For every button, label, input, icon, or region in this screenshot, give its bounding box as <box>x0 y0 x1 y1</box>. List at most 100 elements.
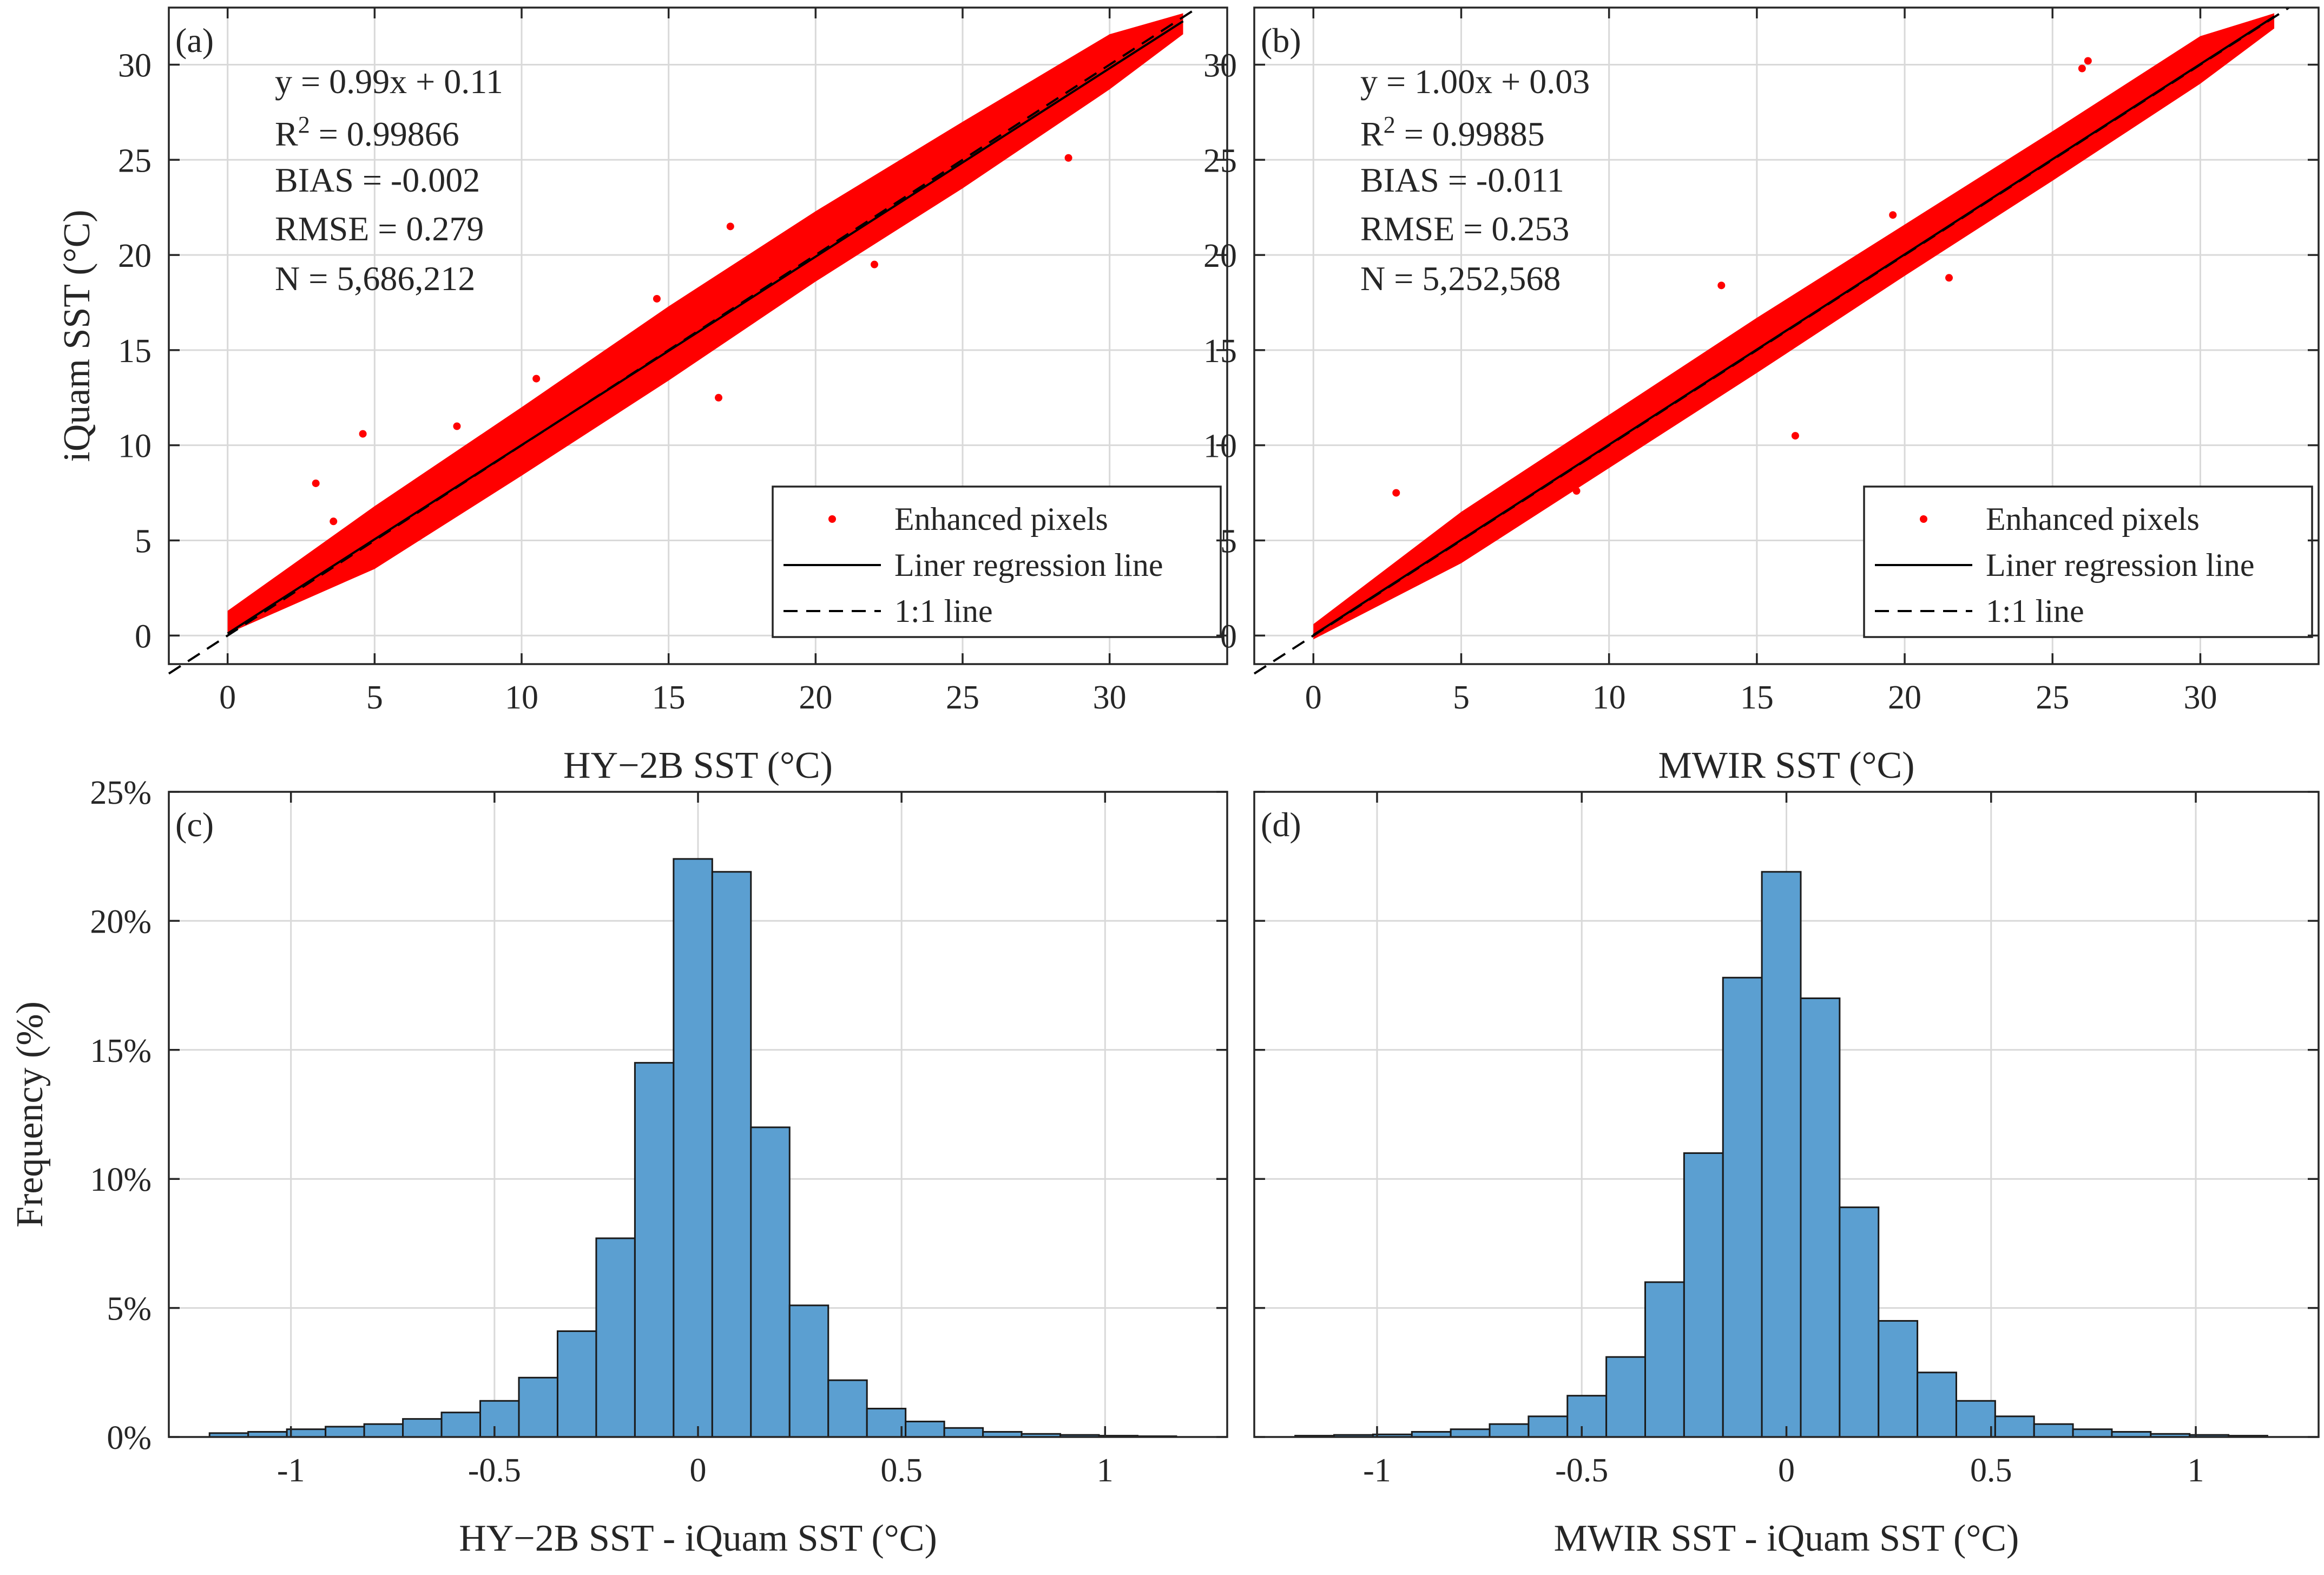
scatter-point <box>1945 274 1953 282</box>
histogram-bar <box>440 1412 482 1438</box>
stat-line: RMSE = 0.279 <box>275 209 484 248</box>
x-axis-title: HY−2B SST (°C) <box>563 745 833 786</box>
y-tick-label: 10 <box>118 428 152 465</box>
y-tick-label: 15 <box>1203 333 1237 370</box>
legend-marker-points <box>1920 515 1927 523</box>
y-tick-label: 0 <box>1220 618 1237 655</box>
legend: Enhanced pixels Liner regression line 1:1 … <box>772 485 1222 638</box>
x-tick-label: 10 <box>505 679 538 716</box>
x-tick-label: 0 <box>1305 679 1322 716</box>
y-tick-label: 0% <box>107 1420 152 1456</box>
stat-r-squared: R2 = 0.99885 <box>1360 111 1545 153</box>
histogram-bar <box>1994 1415 2035 1438</box>
x-axis-title: MWIR SST - iQuam SST (°C) <box>1554 1518 2019 1559</box>
scatter-point <box>2078 64 2086 73</box>
histogram-bar <box>866 1408 907 1438</box>
histogram-bar <box>1839 1206 1880 1438</box>
x-axis-title: HY−2B SST - iQuam SST (°C) <box>459 1518 937 1559</box>
x-tick-label: 0 <box>1778 1452 1795 1489</box>
histogram-bar <box>1566 1395 1608 1438</box>
histogram-bar <box>402 1418 443 1438</box>
x-tick-label: 1 <box>1097 1452 1114 1489</box>
histogram-bar <box>363 1423 404 1438</box>
histogram-bar <box>788 1304 829 1438</box>
x-tick-label: 25 <box>946 679 979 716</box>
stat-line: BIAS = -0.011 <box>1360 161 1564 199</box>
panel-label: (c) <box>175 805 214 844</box>
stat-line: RMSE = 0.253 <box>1360 209 1569 248</box>
scatter-point <box>726 222 734 231</box>
scatter-point <box>653 294 661 303</box>
x-tick-label: 5 <box>366 679 383 716</box>
stat-line: N = 5,252,568 <box>1360 259 1561 298</box>
regression-line <box>227 20 1184 635</box>
y-tick-label: 20 <box>1203 238 1237 274</box>
histogram-bar <box>1800 997 1841 1438</box>
scatter-point <box>532 375 541 383</box>
legend-entry: Liner regression line <box>894 547 1163 583</box>
panel-1: y = 0.99x + 0.11 R2 = 0.99866 BIAS = -0.00… <box>56 6 1228 786</box>
axes-frame <box>168 6 1228 665</box>
y-tick-label: 30 <box>1203 47 1237 84</box>
histogram-bar <box>556 1330 597 1438</box>
histogram-bar <box>2072 1428 2113 1438</box>
regression-line <box>1313 15 2275 636</box>
histogram-bar <box>595 1237 636 1438</box>
scatter-point <box>453 422 461 430</box>
histogram-bar <box>325 1426 365 1438</box>
panel-4: -1 -0.5 0 0.5 1 (d) MWIR SST - iQuam SST (°C) <box>1253 791 2320 1559</box>
x-tick-label: 30 <box>1093 679 1127 716</box>
y-tick-label: 10 <box>1203 428 1237 465</box>
scatter-point-cloud <box>227 13 1183 634</box>
histogram-bar <box>2033 1423 2074 1438</box>
legend-entry: Enhanced pixels <box>894 501 1108 537</box>
panel-3: -1 -0.5 0 0.5 10%5%10%15%20%25%(c)HY−2B SST … <box>9 775 1228 1559</box>
legend-box <box>1863 485 2313 638</box>
histogram-bar <box>673 858 713 1438</box>
y-tick-label: 20 <box>118 238 152 274</box>
histogram-bar <box>1761 871 1802 1438</box>
histogram-bar <box>1955 1400 1996 1438</box>
histogram-bar <box>1644 1281 1685 1438</box>
histogram-bar <box>905 1420 945 1438</box>
scatter-point <box>312 479 320 487</box>
scatter-point <box>2084 57 2092 65</box>
legend-marker-points <box>828 515 836 523</box>
y-tick-label: 5 <box>1220 523 1237 560</box>
histogram-bar <box>1528 1415 1569 1438</box>
y-tick-label: 25 <box>118 142 152 179</box>
y-axis-title: iQuam SST (°C) <box>56 209 98 462</box>
axes-frame <box>1253 6 2320 665</box>
y-tick-label: 20% <box>90 903 152 940</box>
x-tick-label: 15 <box>1740 679 1774 716</box>
x-tick-label: 0 <box>219 679 236 716</box>
stat-line: N = 5,686,212 <box>275 259 475 298</box>
panel-label: (b) <box>1261 21 1301 60</box>
x-tick-label: 0.5 <box>1970 1452 2012 1489</box>
x-tick-label: -0.5 <box>468 1452 521 1489</box>
histogram-bar <box>1489 1423 1530 1438</box>
histogram-bar <box>1605 1356 1646 1438</box>
x-tick-label: 25 <box>2036 679 2069 716</box>
stat-line: BIAS = -0.002 <box>275 161 480 199</box>
panel-label: (a) <box>175 21 214 60</box>
legend-entry: 1:1 line <box>894 593 993 629</box>
y-tick-label: 15% <box>90 1033 152 1069</box>
panel-label: (d) <box>1261 805 1301 844</box>
histogram-bar <box>479 1400 520 1438</box>
x-tick-label: 0.5 <box>880 1452 923 1489</box>
legend-box <box>772 485 1222 638</box>
panel-2: y = 1.00x + 0.03 R2 = 0.99885 BIAS = -0.01… <box>1203 6 2320 786</box>
y-tick-label: 5 <box>135 523 152 560</box>
y-tick-label: 10% <box>90 1161 152 1198</box>
scatter-point <box>1064 154 1072 162</box>
y-tick-label: 25% <box>90 775 152 811</box>
scatter-point <box>1392 489 1400 497</box>
x-tick-label: 5 <box>1453 679 1470 716</box>
x-tick-label: 20 <box>1888 679 1921 716</box>
x-tick-label: 1 <box>2188 1452 2204 1489</box>
x-tick-label: 30 <box>2183 679 2217 716</box>
histogram-bar <box>1917 1371 1957 1438</box>
stat-line: y = 1.00x + 0.03 <box>1360 62 1590 101</box>
legend: Enhanced pixels Liner regression line 1:1 … <box>1863 485 2313 638</box>
